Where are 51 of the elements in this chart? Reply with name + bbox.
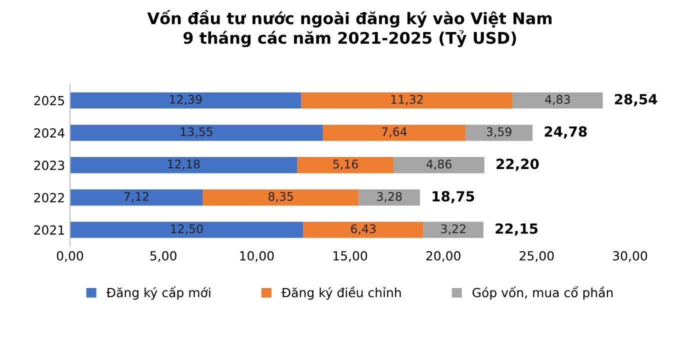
bar <box>70 157 298 174</box>
data-label: 11,32 <box>391 94 423 106</box>
bar <box>303 222 424 238</box>
total-label: 22,20 <box>496 158 539 171</box>
x-tick-label: 10,00 <box>240 251 274 262</box>
x-tick-label: 5,00 <box>150 251 176 262</box>
x-tick-label: 20,00 <box>426 251 460 262</box>
legend-label: Đăng ký cấp mới <box>106 286 210 300</box>
data-label: 8,35 <box>268 192 293 202</box>
bar <box>358 189 420 206</box>
bar <box>297 157 394 174</box>
data-label: 3,28 <box>377 192 402 202</box>
y-tick-label: 2022 <box>34 192 64 202</box>
legend-label: Đăng ký điều chỉnh <box>281 286 401 300</box>
bar <box>70 124 323 141</box>
total-label: 18,75 <box>432 191 474 204</box>
total-label: 28,54 <box>614 94 658 106</box>
y-tick-label: 2021 <box>34 225 64 235</box>
data-label: 3,22 <box>441 224 466 234</box>
chart-title: Vốn đầu tư nước ngoài đăng ký vào Việt Nam 9 tháng các năm 2021-2025 (Tỷ USD) <box>147 10 552 48</box>
data-label: 4,83 <box>545 94 570 106</box>
data-label: 4,86 <box>426 160 452 170</box>
y-tick-label: 2023 <box>34 160 64 170</box>
bar <box>512 92 603 109</box>
bar <box>70 92 302 109</box>
bar <box>322 124 466 141</box>
data-label: 12,39 <box>170 94 202 106</box>
data-label: 3,59 <box>486 127 512 138</box>
bar <box>70 189 203 206</box>
total-label: 22,15 <box>496 223 538 236</box>
bar <box>466 124 533 141</box>
x-tick-label: 15,00 <box>333 251 368 262</box>
bar <box>70 222 304 238</box>
bar <box>202 189 359 206</box>
legend-label: Góp vốn, mua cổ phần <box>472 286 613 300</box>
y-tick-label: 2024 <box>34 128 64 138</box>
bar <box>423 222 484 238</box>
data-label: 7,12 <box>124 192 148 202</box>
x-tick-label: 0,00 <box>56 251 84 262</box>
data-label: 7,64 <box>382 127 407 138</box>
bar <box>301 92 513 109</box>
data-label: 12,50 <box>171 224 203 234</box>
data-label: 5,16 <box>333 160 358 170</box>
total-label: 24,78 <box>544 126 587 139</box>
data-label: 13,55 <box>180 127 212 138</box>
y-tick-label: 2025 <box>34 96 64 106</box>
x-tick-label: 30,00 <box>613 251 648 262</box>
data-label: 6,43 <box>351 224 376 234</box>
bar <box>394 157 484 174</box>
x-tick-label: 25,00 <box>520 251 554 262</box>
data-label: 12,18 <box>168 160 200 170</box>
